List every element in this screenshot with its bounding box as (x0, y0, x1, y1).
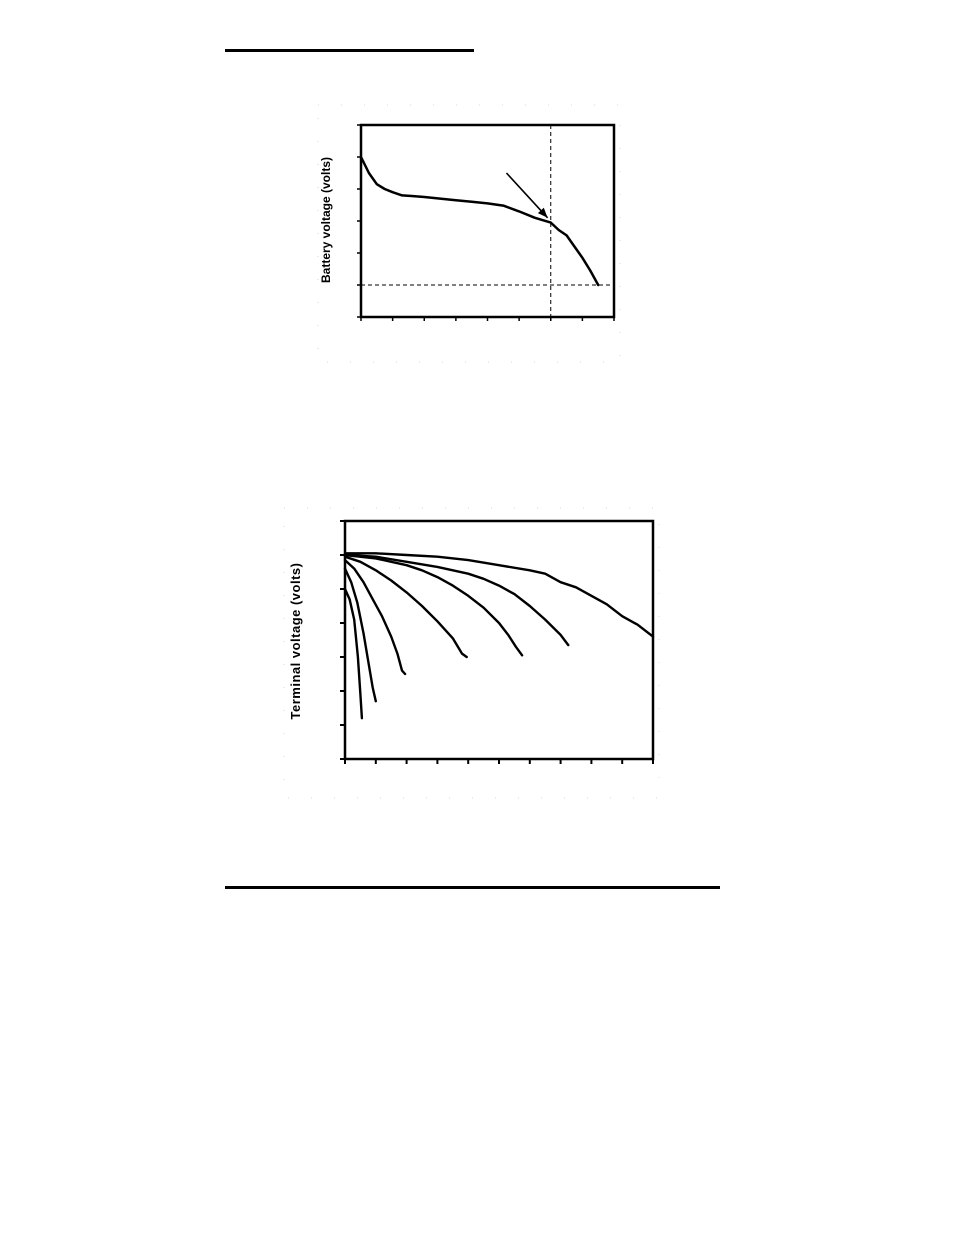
chart2-outer-dots (283, 507, 660, 799)
chart2-series-5-line (343, 553, 524, 657)
bottom-rule (225, 886, 720, 889)
top-rule (225, 49, 474, 52)
chart1-series-1-line (359, 155, 600, 287)
chart2-ylabel: Terminal voltage (volts) (288, 563, 303, 720)
chart2-series-2-line (343, 567, 377, 703)
chart2-series-4-line (343, 555, 468, 659)
chart1-annotation-arrow-head (537, 207, 548, 218)
chart1-ylabel: Battery voltage (volts) (319, 157, 333, 283)
chart2-series-6-line (343, 553, 570, 647)
chart2-series-1-line (343, 587, 364, 720)
chart1-annotation-arrow-line (505, 172, 549, 219)
chart2-series-7-line (343, 552, 655, 638)
chart2-series-3-line (343, 558, 407, 676)
chart1-outer-dots (317, 104, 621, 363)
